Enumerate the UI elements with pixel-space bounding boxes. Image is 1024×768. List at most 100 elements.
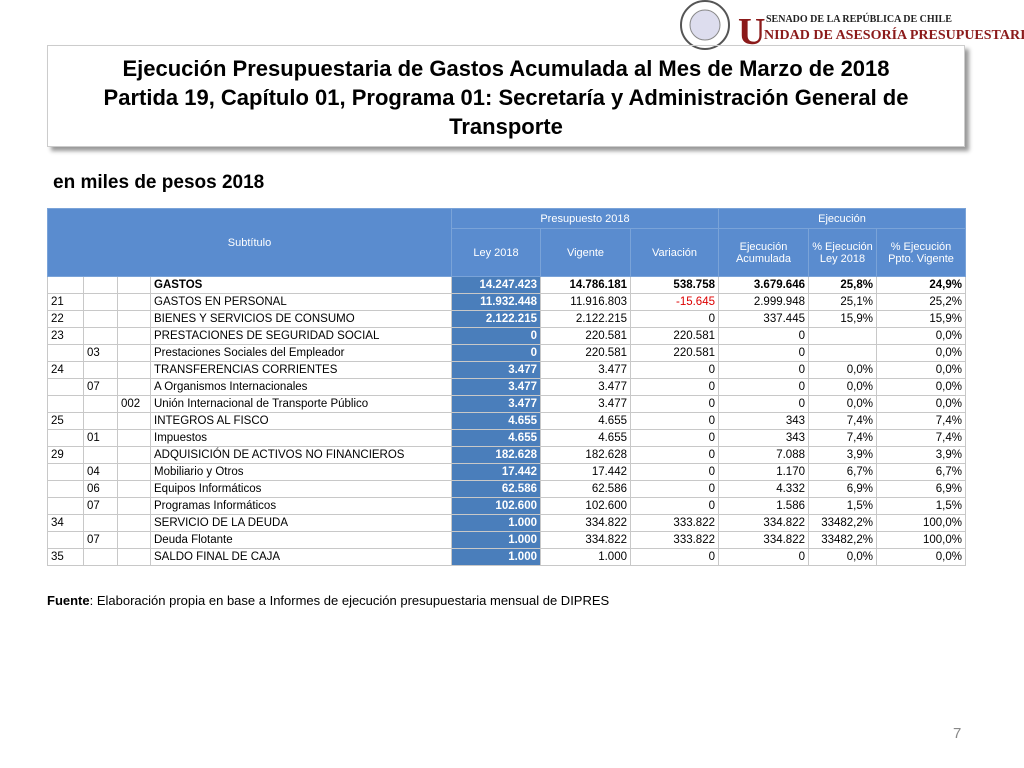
- table-row: 06 Equipos Informáticos 62.586 62.586 0 4.332…: [47, 480, 966, 498]
- table-cell: INTEGROS AL FISCO: [150, 412, 452, 430]
- table-cell: [47, 531, 84, 549]
- table-cell: [47, 276, 84, 294]
- table-cell: 0,0%: [876, 548, 966, 566]
- table-cell: [83, 514, 118, 532]
- table-cell: 07: [83, 497, 118, 515]
- table-cell: 7,4%: [876, 429, 966, 447]
- table-cell: [117, 463, 151, 481]
- table-cell: 06: [83, 480, 118, 498]
- table-cell: 0: [630, 310, 719, 328]
- table-cell: Programas Informáticos: [150, 497, 452, 515]
- table-cell: -15.645: [630, 293, 719, 311]
- table-cell: 333.822: [630, 514, 719, 532]
- table-cell: A Organismos Internacionales: [150, 378, 452, 396]
- table-cell: [47, 344, 84, 362]
- table-cell: 0: [451, 327, 541, 345]
- table-cell: 333.822: [630, 531, 719, 549]
- table-cell: ADQUISICIÓN DE ACTIVOS NO FINANCIEROS: [150, 446, 452, 464]
- title-box: Ejecución Presupuestaria de Gastos Acumu…: [47, 45, 965, 147]
- table-cell: Deuda Flotante: [150, 531, 452, 549]
- table-cell: 21: [47, 293, 84, 311]
- table-cell: 15,9%: [808, 310, 877, 328]
- table-row: 07 Deuda Flotante 1.000 334.822 333.822 334.8…: [47, 531, 966, 549]
- table-cell: 2.122.215: [451, 310, 541, 328]
- table-cell: [83, 548, 118, 566]
- table-cell: [83, 276, 118, 294]
- table-cell: 343: [718, 412, 809, 430]
- table-cell: [117, 412, 151, 430]
- table-cell: [83, 293, 118, 311]
- table-cell: 0: [630, 497, 719, 515]
- table-cell: 11.932.448: [451, 293, 541, 311]
- table-row: 23 PRESTACIONES DE SEGURIDAD SOCIAL 0 220.5…: [47, 327, 966, 345]
- table-cell: 4.655: [451, 412, 541, 430]
- table-cell: [83, 395, 118, 413]
- table-cell: 7.088: [718, 446, 809, 464]
- table-cell: 07: [83, 531, 118, 549]
- table-cell: 0: [718, 327, 809, 345]
- table-cell: 0: [630, 480, 719, 498]
- table-cell: [117, 429, 151, 447]
- table-cell: 538.758: [630, 276, 719, 294]
- table-cell: 24,9%: [876, 276, 966, 294]
- table-cell: 3,9%: [808, 446, 877, 464]
- table-cell: 0,0%: [876, 344, 966, 362]
- table-cell: 0: [630, 378, 719, 396]
- table-cell: [83, 446, 118, 464]
- table-cell: 7,4%: [808, 429, 877, 447]
- table-cell: [47, 480, 84, 498]
- table-cell: Equipos Informáticos: [150, 480, 452, 498]
- header-group: Ejecución: [718, 208, 966, 229]
- table-cell: BIENES Y SERVICIOS DE CONSUMO: [150, 310, 452, 328]
- table-cell: 0,0%: [876, 361, 966, 379]
- table-cell: 11.916.803: [540, 293, 631, 311]
- table-row: 29 ADQUISICIÓN DE ACTIVOS NO FINANCIEROS 1…: [47, 446, 966, 464]
- table-cell: [117, 531, 151, 549]
- table-cell: 7,4%: [876, 412, 966, 430]
- table-cell: 03: [83, 344, 118, 362]
- logo-unit: NIDAD DE ASESORÍA PRESUPUESTARIA: [764, 26, 1024, 43]
- table-cell: 0,0%: [876, 327, 966, 345]
- header-cell: Subtítulo: [47, 208, 452, 277]
- table-cell: 3.477: [451, 361, 541, 379]
- column-header: Ley 2018: [451, 228, 541, 277]
- table-cell: 0: [630, 395, 719, 413]
- table-cell: 3.477: [540, 378, 631, 396]
- table-cell: 7,4%: [808, 412, 877, 430]
- table-cell: 102.600: [540, 497, 631, 515]
- table-cell: 6,7%: [808, 463, 877, 481]
- table-cell: SERVICIO DE LA DEUDA: [150, 514, 452, 532]
- table-cell: 29: [47, 446, 84, 464]
- source-text: : Elaboración propia en base a Informes …: [89, 593, 610, 608]
- table-cell: [117, 344, 151, 362]
- table-cell: [117, 497, 151, 515]
- table-cell: 1.000: [540, 548, 631, 566]
- column-header: % Ejecución Ppto. Vigente: [876, 228, 966, 277]
- table-cell: 100,0%: [876, 514, 966, 532]
- table-cell: 07: [83, 378, 118, 396]
- table-cell: Prestaciones Sociales del Empleador: [150, 344, 452, 362]
- table-cell: 102.600: [451, 497, 541, 515]
- table-cell: 25: [47, 412, 84, 430]
- table-cell: 62.586: [451, 480, 541, 498]
- table-cell: 0: [451, 344, 541, 362]
- column-header: % Ejecución Ley 2018: [808, 228, 877, 277]
- table-cell: 1.586: [718, 497, 809, 515]
- table-cell: [808, 344, 877, 362]
- table-cell: 0: [718, 361, 809, 379]
- table-cell: [117, 480, 151, 498]
- table-cell: 25,2%: [876, 293, 966, 311]
- table-cell: 3,9%: [876, 446, 966, 464]
- table-cell: [117, 446, 151, 464]
- table-cell: [47, 463, 84, 481]
- logo: U SENADO DE LA REPÚBLICA DE CHILE NIDAD …: [680, 0, 1024, 52]
- table-cell: 1.000: [451, 548, 541, 566]
- table-cell: [83, 361, 118, 379]
- table-cell: [117, 378, 151, 396]
- table-cell: 0: [718, 395, 809, 413]
- table-cell: 220.581: [540, 344, 631, 362]
- table-cell: 1.000: [451, 531, 541, 549]
- table-cell: 15,9%: [876, 310, 966, 328]
- table-cell: [117, 310, 151, 328]
